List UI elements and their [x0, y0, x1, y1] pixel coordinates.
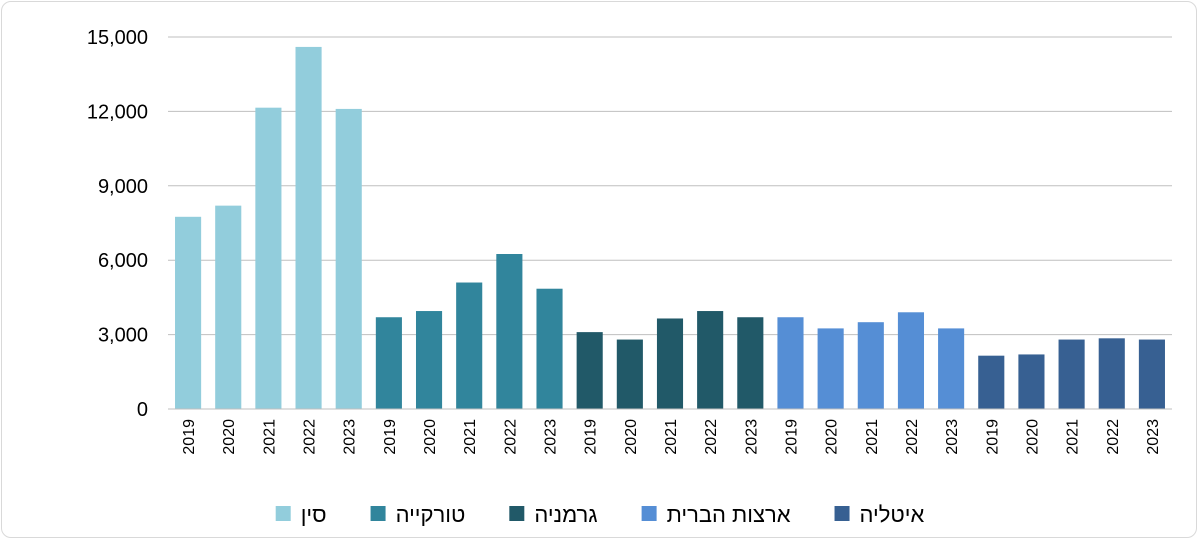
bar	[576, 332, 603, 409]
x-tick-label: 2019	[583, 419, 600, 455]
legend-item: גרמניה	[509, 502, 598, 527]
bar	[737, 317, 764, 409]
y-tick-label: 15,000	[87, 27, 148, 49]
x-tick-label: 2019	[382, 419, 399, 455]
legend-label: ארצות הברית	[667, 502, 791, 527]
bar	[777, 317, 804, 409]
bar	[255, 107, 282, 410]
x-tick-label: 2022	[904, 419, 921, 455]
x-tick-label: 2019	[783, 419, 800, 455]
x-tick-label: 2021	[462, 419, 479, 455]
legend-swatch	[834, 506, 850, 521]
legend-item: טורקייה	[370, 502, 466, 527]
x-tick-label: 2023	[743, 419, 760, 455]
x-tick-label: 2022	[1105, 419, 1122, 455]
legend-label: גרמניה	[534, 502, 597, 527]
legend-swatch	[275, 506, 291, 521]
bar	[1058, 339, 1085, 409]
bar	[496, 254, 523, 409]
y-tick-label: 6,000	[98, 250, 148, 272]
bar	[697, 311, 724, 409]
y-tick-label: 12,000	[87, 101, 148, 123]
legend-swatch	[370, 506, 386, 521]
legend-label: איטליה	[860, 502, 925, 527]
legend-label: טורקייה	[396, 502, 466, 527]
bar	[536, 288, 563, 409]
legend-item: ארצות הברית	[641, 502, 791, 527]
x-tick-label: 2023	[944, 419, 961, 455]
x-tick-label: 2021	[864, 419, 881, 455]
x-tick-label: 2023	[342, 419, 359, 455]
bar	[295, 46, 322, 410]
bar	[616, 339, 643, 409]
bar	[415, 311, 443, 409]
x-tick-label: 2022	[703, 419, 720, 455]
bar	[1098, 338, 1125, 409]
legend: סין טורקייה גרמניה ארצות הברית איטליה	[275, 502, 925, 527]
bar	[938, 328, 965, 409]
x-tick-label: 2020	[623, 419, 640, 455]
x-tick-label: 2020	[1024, 419, 1041, 455]
legend-swatch	[641, 506, 657, 521]
bar	[978, 355, 1005, 409]
x-tick-label: 2023	[543, 419, 560, 455]
bar	[1018, 354, 1045, 409]
y-axis-ticks: 0 3,000 6,000 9,000 12,000 15,000	[87, 27, 148, 421]
x-tick-label: 2022	[302, 419, 319, 455]
legend-item: סין	[275, 502, 327, 527]
x-tick-label: 2020	[824, 419, 841, 455]
bar	[375, 317, 402, 409]
legend-swatch	[509, 506, 525, 521]
x-tick-label: 2021	[1065, 419, 1082, 455]
x-tick-label: 2022	[502, 419, 519, 455]
x-tick-label: 2020	[422, 419, 439, 455]
x-tick-label: 2019	[984, 419, 1001, 455]
bar	[857, 322, 884, 409]
bar	[656, 318, 684, 409]
bar	[817, 328, 844, 409]
x-tick-label: 2023	[1145, 419, 1162, 455]
legend-item: איטליה	[834, 502, 925, 527]
bar	[175, 216, 202, 409]
legend-label: סין	[301, 502, 327, 527]
x-tick-label: 2019	[181, 419, 198, 455]
y-tick-label: 0	[137, 399, 148, 421]
bars	[175, 46, 1165, 410]
bar	[215, 205, 242, 409]
x-tick-label: 2020	[221, 419, 238, 455]
bar	[335, 108, 362, 410]
y-tick-label: 9,000	[98, 176, 148, 198]
bar	[456, 282, 483, 409]
bar	[897, 312, 925, 409]
bar	[1138, 339, 1165, 409]
x-axis-ticks: 2019 2020 2021 2022 2023 2019 2020 2021 2022 2023…	[168, 408, 1172, 455]
x-tick-label: 2021	[663, 419, 680, 455]
x-tick-label: 2021	[261, 419, 278, 455]
y-tick-label: 3,000	[98, 325, 148, 347]
